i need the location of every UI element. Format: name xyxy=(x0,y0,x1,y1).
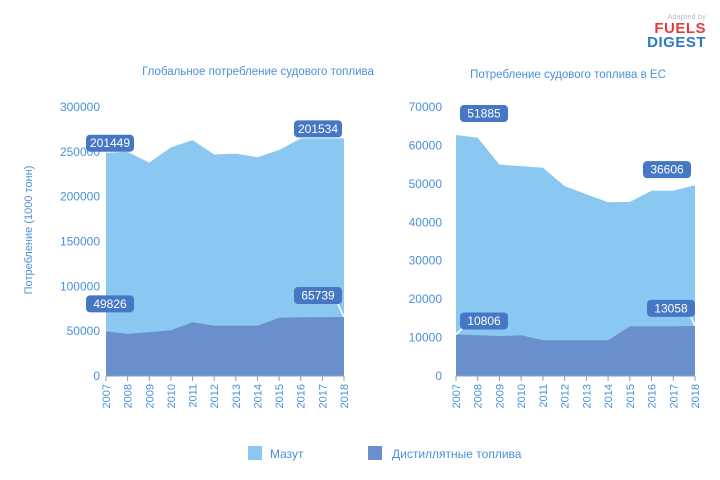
x-tick-label: 2007 xyxy=(101,384,113,408)
x-tick-label: 2010 xyxy=(516,384,528,408)
x-tick-label: 2018 xyxy=(339,384,351,408)
x-tick-label: 2016 xyxy=(296,384,308,408)
x-tick-label: 2008 xyxy=(123,384,135,408)
x-tick-label: 2018 xyxy=(690,384,702,408)
callout-label: 201534 xyxy=(298,122,338,136)
global-consumption-chart: Глобальное потребление судового топлива … xyxy=(23,66,375,408)
x-tick-label: 2011 xyxy=(538,384,550,408)
eu-consumption-chart: Потребление судового топлива в ЕС 2007 20… xyxy=(409,69,702,408)
legend-label-mazut: Мазут xyxy=(270,447,304,461)
x-tick-label: 2012 xyxy=(209,384,221,408)
x-tick-label: 2014 xyxy=(603,384,615,408)
x-tick-label: 2015 xyxy=(274,384,286,408)
y-tick-label: 100000 xyxy=(60,279,100,293)
x-tick-label: 2016 xyxy=(647,384,659,408)
legend: Мазут Дистиллятные топлива xyxy=(248,446,522,461)
y-tick-label: 200000 xyxy=(60,190,100,204)
callout-label: 10806 xyxy=(467,314,501,328)
y-tick-label: 70000 xyxy=(409,100,443,114)
callout-box xyxy=(460,312,508,330)
y-tick-label: 150000 xyxy=(60,235,100,249)
x-tick-label: 2010 xyxy=(166,384,178,408)
chart-title: Глобальное потребление судового топлива xyxy=(142,66,374,78)
x-tick-label: 2013 xyxy=(231,384,243,408)
legend-label-distillate: Дистиллятные топлива xyxy=(392,447,522,461)
callout-box xyxy=(647,299,695,317)
x-tick-label: 2015 xyxy=(625,384,637,408)
x-tick-label: 2014 xyxy=(252,384,264,408)
y-tick-label: 50000 xyxy=(67,324,101,338)
callout-box xyxy=(86,295,134,313)
y-tick-label: 0 xyxy=(435,369,442,383)
logo-adapted-text: Adapted by xyxy=(667,14,706,21)
legend-swatch-mazut xyxy=(248,446,262,460)
x-tick-label: 2017 xyxy=(668,384,680,408)
callout-box xyxy=(460,105,508,123)
callout-label: 65739 xyxy=(301,289,335,303)
x-tick-label: 2011 xyxy=(188,384,200,408)
mazut-area xyxy=(106,138,344,376)
callout-label: 49826 xyxy=(93,297,127,311)
x-tick-label: 2012 xyxy=(560,384,572,408)
legend-swatch-distillate xyxy=(368,446,382,460)
x-tick-label: 2009 xyxy=(494,384,506,408)
logo-fuel-text: FUELS xyxy=(654,20,706,37)
distillate-area xyxy=(106,317,344,376)
y-tick-label: 40000 xyxy=(409,215,443,229)
callout-box xyxy=(86,134,134,152)
x-tick-label: 2013 xyxy=(581,384,593,408)
y-tick-label: 30000 xyxy=(409,254,443,268)
callout-label: 201449 xyxy=(90,136,130,150)
fuels-digest-logo: Adapted by FUELS DIGEST xyxy=(636,14,706,50)
distillate-area xyxy=(456,325,695,376)
y-tick-label: 10000 xyxy=(409,331,443,345)
callout-box xyxy=(643,161,691,179)
y-axis-label: Потребление (1000 тонн) xyxy=(23,166,35,295)
callout-label: 13058 xyxy=(654,301,688,315)
callout-box xyxy=(294,120,342,138)
x-tick-label: 2007 xyxy=(451,384,463,408)
x-tick-label: 2008 xyxy=(473,384,485,408)
y-tick-label: 0 xyxy=(93,369,100,383)
callout-label: 51885 xyxy=(467,107,501,121)
callout-box xyxy=(294,287,342,305)
y-tick-label: 300000 xyxy=(60,100,100,114)
y-tick-label: 60000 xyxy=(409,138,443,152)
x-tick-label: 2017 xyxy=(317,384,329,408)
logo-digest-text: DIGEST xyxy=(647,34,706,51)
y-tick-label: 20000 xyxy=(409,292,443,306)
mazut-area xyxy=(456,135,695,376)
chart-title: Потребление судового топлива в ЕС xyxy=(470,69,666,81)
callout-label: 36606 xyxy=(650,163,684,177)
x-tick-label: 2009 xyxy=(144,384,156,408)
y-tick-label: 50000 xyxy=(409,177,443,191)
